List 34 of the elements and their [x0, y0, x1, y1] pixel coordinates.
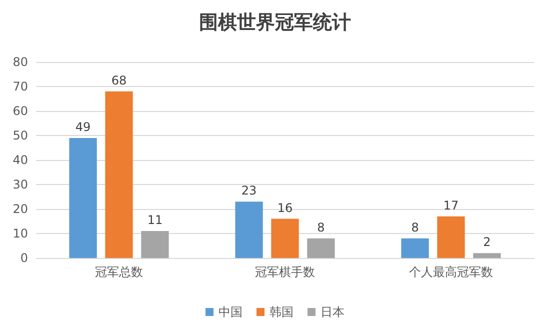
data-label: 68 [111, 73, 127, 88]
bar [473, 253, 501, 258]
x-tick-label: 个人最高冠军数 [409, 265, 493, 279]
data-label: 2 [483, 235, 491, 250]
bar [141, 231, 169, 258]
data-label: 23 [241, 184, 257, 198]
y-tick-label: 20 [12, 202, 28, 216]
y-tick-label: 50 [12, 128, 28, 142]
bar [69, 138, 97, 258]
legend-label: 日本 [320, 305, 344, 319]
data-label: 8 [411, 220, 419, 234]
x-tick-label: 冠军棋手数 [255, 265, 315, 279]
y-tick-label: 0 [20, 251, 28, 265]
x-tick-label: 冠军总数 [95, 265, 143, 279]
y-tick-label: 10 [12, 226, 28, 240]
data-label: 11 [147, 213, 163, 228]
chart-title: 围棋世界冠军统计 [199, 12, 351, 34]
y-tick-label: 80 [12, 55, 28, 69]
y-tick-label: 40 [12, 153, 28, 167]
bar [271, 218, 299, 258]
bar [307, 238, 335, 258]
y-tick-label: 30 [12, 178, 28, 192]
bar [105, 91, 133, 258]
data-label: 8 [317, 220, 325, 234]
bar [401, 238, 429, 258]
bar [437, 216, 465, 258]
legend-label: 中国 [218, 305, 242, 319]
y-tick-label: 70 [12, 80, 28, 94]
bar [235, 202, 263, 258]
data-label: 17 [443, 198, 459, 212]
y-tick-label: 60 [12, 104, 28, 118]
data-label: 49 [75, 120, 91, 134]
data-label: 16 [277, 200, 293, 215]
legend-label: 韩国 [270, 305, 294, 319]
